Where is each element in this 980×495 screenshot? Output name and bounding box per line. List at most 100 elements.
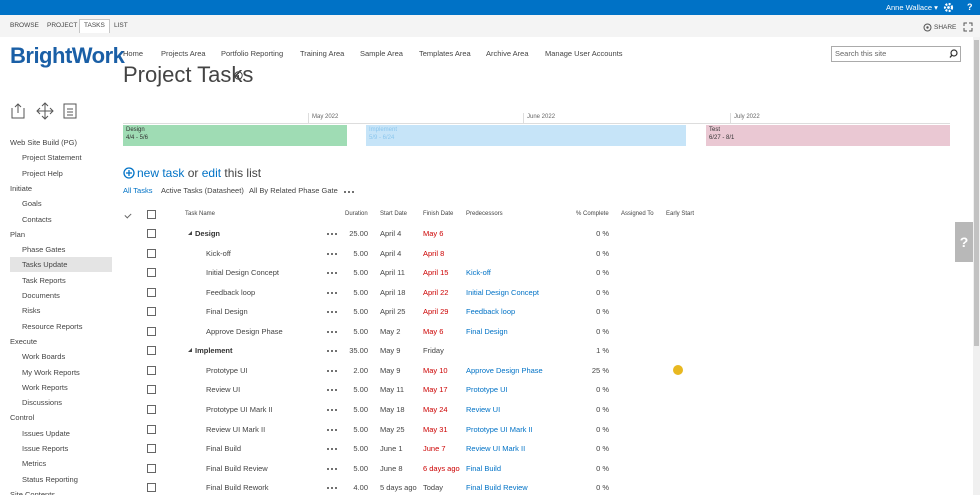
scroll-thumb[interactable] — [974, 40, 979, 346]
task-name[interactable]: Final Build Rework — [206, 483, 269, 493]
left-nav-link[interactable]: Documents — [22, 291, 60, 300]
left-nav-link[interactable]: Metrics — [22, 459, 47, 469]
predecessor-link[interactable]: Review UI — [466, 404, 501, 414]
predecessor-link[interactable]: Approve Design Phase — [466, 365, 543, 375]
column-header[interactable]: Assigned To — [621, 211, 654, 217]
view-tab[interactable]: Active Tasks (Datasheet) — [161, 186, 244, 195]
row-menu[interactable] — [326, 388, 338, 392]
left-nav-link[interactable]: Issues Update — [22, 428, 70, 438]
task-name[interactable]: Final Build — [206, 444, 242, 454]
ribbon-tab[interactable]: LIST — [114, 22, 128, 29]
predecessor-link[interactable]: Final Design — [466, 326, 508, 336]
predecessor-link[interactable]: Review UI Mark II — [466, 444, 526, 454]
row-checkbox[interactable] — [147, 287, 156, 297]
view-tab[interactable]: All By Related Phase Gate — [249, 186, 338, 195]
row-checkbox[interactable] — [147, 229, 156, 238]
phase-bar[interactable]: Implement 5/9 - 6/24 — [366, 125, 686, 146]
ribbon-tab[interactable]: BROWSE — [10, 22, 39, 29]
left-nav-link[interactable]: Web Site Build (PG) — [10, 138, 77, 147]
row-checkbox[interactable] — [147, 463, 156, 473]
top-nav-link[interactable]: Archive Area — [486, 49, 529, 58]
task-name[interactable]: Initial Design Concept — [206, 268, 279, 278]
page-icons[interactable] — [10, 102, 80, 120]
row-checkbox[interactable] — [147, 424, 156, 434]
left-nav-link[interactable]: Contacts — [22, 214, 52, 224]
left-nav-link[interactable]: Project Help — [22, 168, 63, 178]
ribbon-tab[interactable]: TASKS — [79, 19, 110, 33]
left-nav-link[interactable]: Resource Reports — [22, 321, 83, 331]
left-nav-link[interactable]: Task Reports — [22, 275, 66, 285]
column-header[interactable]: Early Start — [666, 211, 695, 217]
new-task-icon[interactable] — [123, 167, 135, 179]
row-menu[interactable] — [326, 428, 338, 432]
left-nav-link[interactable]: Initiate — [10, 183, 33, 193]
expand-arrow[interactable] — [188, 348, 192, 353]
predecessor-link[interactable]: Final Build — [466, 463, 502, 473]
task-name[interactable]: Final Build Review — [206, 463, 268, 473]
top-nav-link[interactable]: Manage User Accounts — [545, 49, 623, 58]
row-menu[interactable] — [326, 349, 338, 353]
top-nav-link[interactable]: Projects Area — [161, 49, 206, 58]
task-name[interactable]: Review UI Mark II — [206, 424, 266, 434]
row-checkbox[interactable] — [147, 404, 156, 414]
column-header[interactable]: Finish Date — [423, 211, 454, 217]
row-menu[interactable] — [326, 271, 338, 275]
task-name[interactable]: Prototype UI — [206, 365, 248, 375]
task-name[interactable]: Review UI — [206, 385, 241, 395]
left-nav-link[interactable]: Project Statement — [22, 153, 82, 163]
task-name[interactable]: Implement — [195, 346, 233, 356]
view-more[interactable] — [343, 190, 355, 194]
view-tab[interactable]: All Tasks — [123, 186, 153, 195]
column-header[interactable]: Task Name — [185, 211, 216, 217]
edit-link[interactable]: edit — [201, 166, 222, 180]
row-menu[interactable] — [326, 486, 338, 490]
row-checkbox[interactable] — [147, 248, 156, 258]
row-menu[interactable] — [326, 369, 338, 373]
predecessor-link[interactable]: Feedback loop — [466, 307, 516, 317]
predecessor-link[interactable]: Final Build Review — [466, 483, 528, 493]
row-menu[interactable] — [326, 447, 338, 451]
search-icon[interactable] — [949, 49, 958, 58]
task-name[interactable]: Kick-off — [206, 248, 231, 258]
focus-icon[interactable] — [963, 22, 973, 32]
predecessor-link[interactable]: Prototype UI Mark II — [466, 424, 533, 434]
column-header[interactable]: Start Date — [380, 211, 408, 217]
column-header[interactable]: % Complete — [576, 211, 609, 217]
row-checkbox[interactable] — [147, 346, 156, 356]
row-checkbox[interactable] — [147, 268, 156, 278]
row-menu[interactable] — [326, 310, 338, 314]
left-nav-link[interactable]: Execute — [10, 336, 38, 346]
search-box[interactable] — [831, 46, 961, 62]
info-icon[interactable] — [234, 71, 243, 80]
left-nav-link[interactable]: My Work Reports — [22, 367, 80, 377]
left-nav-link[interactable]: Tasks Update — [22, 260, 68, 270]
row-checkbox[interactable] — [147, 444, 156, 454]
task-name[interactable]: Approve Design Phase — [206, 326, 283, 336]
help-icon[interactable]: ? — [967, 2, 973, 12]
row-menu[interactable] — [326, 467, 338, 471]
row-menu[interactable] — [326, 291, 338, 295]
ribbon-tab[interactable]: PROJECT — [47, 22, 78, 29]
phase-bar[interactable]: Design 4/4 - 5/6 — [123, 125, 347, 146]
top-nav-link[interactable]: Portfolio Reporting — [221, 49, 284, 58]
feedback-tab[interactable]: ? — [955, 222, 973, 262]
column-header[interactable]: Duration — [345, 211, 368, 217]
task-name[interactable]: Final Design — [206, 307, 248, 317]
phase-bar[interactable]: Test 6/27 - 8/1 — [706, 125, 950, 146]
row-menu[interactable] — [326, 408, 338, 412]
left-nav-link[interactable]: Site Contents — [10, 489, 56, 495]
row-menu[interactable] — [326, 232, 338, 236]
left-nav-link[interactable]: Risks — [22, 306, 41, 316]
top-nav-link[interactable]: Training Area — [300, 49, 345, 58]
share-button[interactable]: SHARE — [934, 24, 957, 31]
left-nav-link[interactable]: Work Reports — [22, 382, 68, 392]
left-nav-link[interactable]: Phase Gates — [22, 245, 66, 255]
select-all-box[interactable] — [147, 210, 156, 219]
left-nav-link[interactable]: Work Boards — [22, 352, 66, 362]
left-nav-link[interactable]: Discussions — [22, 398, 63, 408]
left-nav-link[interactable]: Control — [10, 413, 35, 423]
row-checkbox[interactable] — [147, 385, 156, 395]
top-nav-link[interactable]: Templates Area — [419, 49, 471, 58]
column-header[interactable]: Predecessors — [466, 211, 503, 217]
top-nav-link[interactable]: Home — [123, 49, 144, 58]
